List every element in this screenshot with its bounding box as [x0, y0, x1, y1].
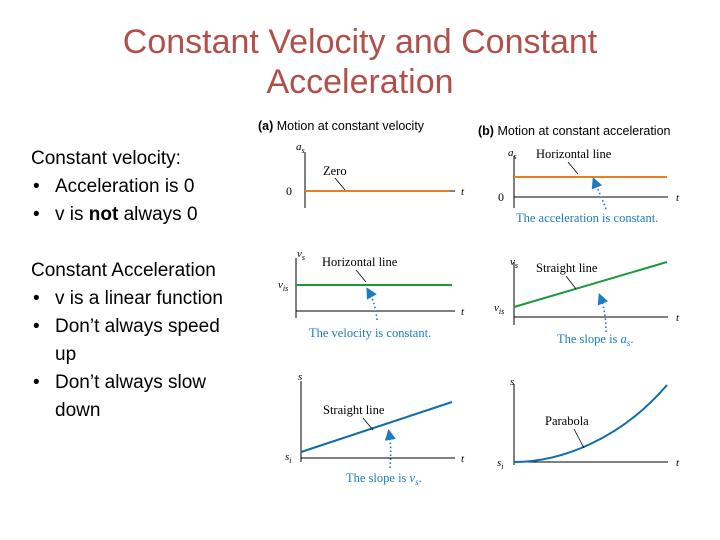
- panel-b-label: (b) Motion at constant acceleration: [478, 124, 671, 138]
- x-axis-label: t: [676, 457, 680, 469]
- parabola-curve: [513, 384, 668, 463]
- y-axis-label: as: [296, 141, 305, 155]
- const-velocity-heading: Constant velocity:: [31, 148, 181, 169]
- annotation-pointer: [573, 428, 585, 449]
- note-slope-as: The slope is as.: [557, 332, 633, 348]
- x-axis-label: t: [676, 312, 680, 324]
- annotation-pointer: [362, 417, 374, 431]
- y-axis-label: as: [508, 147, 517, 161]
- bullet-item: v is a linear function: [31, 285, 271, 313]
- graph-b-velocity: vs vis t Straight line The slope is as.: [494, 256, 680, 348]
- y-axis-label: vs: [297, 248, 305, 262]
- vi-label: vis: [494, 302, 504, 316]
- annotation-pointer: [355, 269, 367, 283]
- bullet-item: v is not always 0: [31, 201, 271, 229]
- annotation-horizontal-line: Horizontal line: [322, 255, 398, 269]
- annotation-straight-line: Straight line: [323, 403, 385, 417]
- graph-a-velocity: vs vis t Horizontal line The velocity is…: [278, 248, 465, 340]
- note-arrow: [591, 177, 607, 210]
- y-axis-label: vs: [510, 256, 518, 270]
- title-line-2: Acceleration: [266, 63, 454, 101]
- x-axis-label: t: [461, 453, 465, 465]
- si-label: si: [497, 457, 504, 471]
- note-velocity-constant: The velocity is constant.: [309, 326, 431, 340]
- note-arrow: [597, 293, 609, 333]
- graph-b-accel: as t 0 Horizontal line The acceleration …: [498, 147, 680, 225]
- x-axis-label: t: [461, 306, 465, 318]
- note-arrow: [384, 428, 396, 469]
- x-axis-label: t: [461, 186, 465, 198]
- panel-a-label: (a) Motion at constant velocity: [258, 119, 425, 133]
- bold-word: not: [88, 204, 119, 225]
- bullet-text: Constant velocity: Acceleration is 0 v i…: [31, 145, 271, 425]
- graph-a-position: s si t Straight line The slope is vs.: [285, 371, 465, 487]
- graph-a-accel: as t 0 Zero: [286, 141, 465, 208]
- annotation-zero: Zero: [323, 164, 347, 178]
- x-axis-label: t: [676, 192, 680, 204]
- position-line: [300, 401, 453, 453]
- note-arrow: [366, 287, 378, 321]
- vi-label: vis: [278, 279, 288, 293]
- annotation-horizontal-line: Horizontal line: [536, 147, 612, 161]
- note-slope-vs: The slope is vs.: [346, 471, 422, 487]
- annotation-pointer: [334, 177, 346, 191]
- annotation-pointer: [567, 161, 579, 175]
- y-axis-label: s: [510, 376, 514, 388]
- annotation-pointer: [565, 275, 577, 290]
- title-line-1: Constant Velocity and Constant: [122, 23, 598, 61]
- const-accel-heading: Constant Acceleration: [31, 260, 216, 281]
- si-label: si: [285, 451, 292, 465]
- annotation-straight-line: Straight line: [536, 261, 598, 275]
- increasing-velocity-line: [513, 261, 668, 308]
- slide-title: Constant Velocity and Constant Accelerat…: [60, 22, 660, 102]
- origin-zero: 0: [286, 184, 292, 198]
- origin-zero: 0: [498, 190, 504, 204]
- y-axis-label: s: [298, 371, 302, 383]
- note-accel-constant: The acceleration is constant.: [516, 211, 658, 225]
- graph-b-position: s si t Parabola: [497, 376, 680, 471]
- annotation-parabola: Parabola: [545, 414, 589, 428]
- bullet-item: Acceleration is 0: [31, 173, 271, 201]
